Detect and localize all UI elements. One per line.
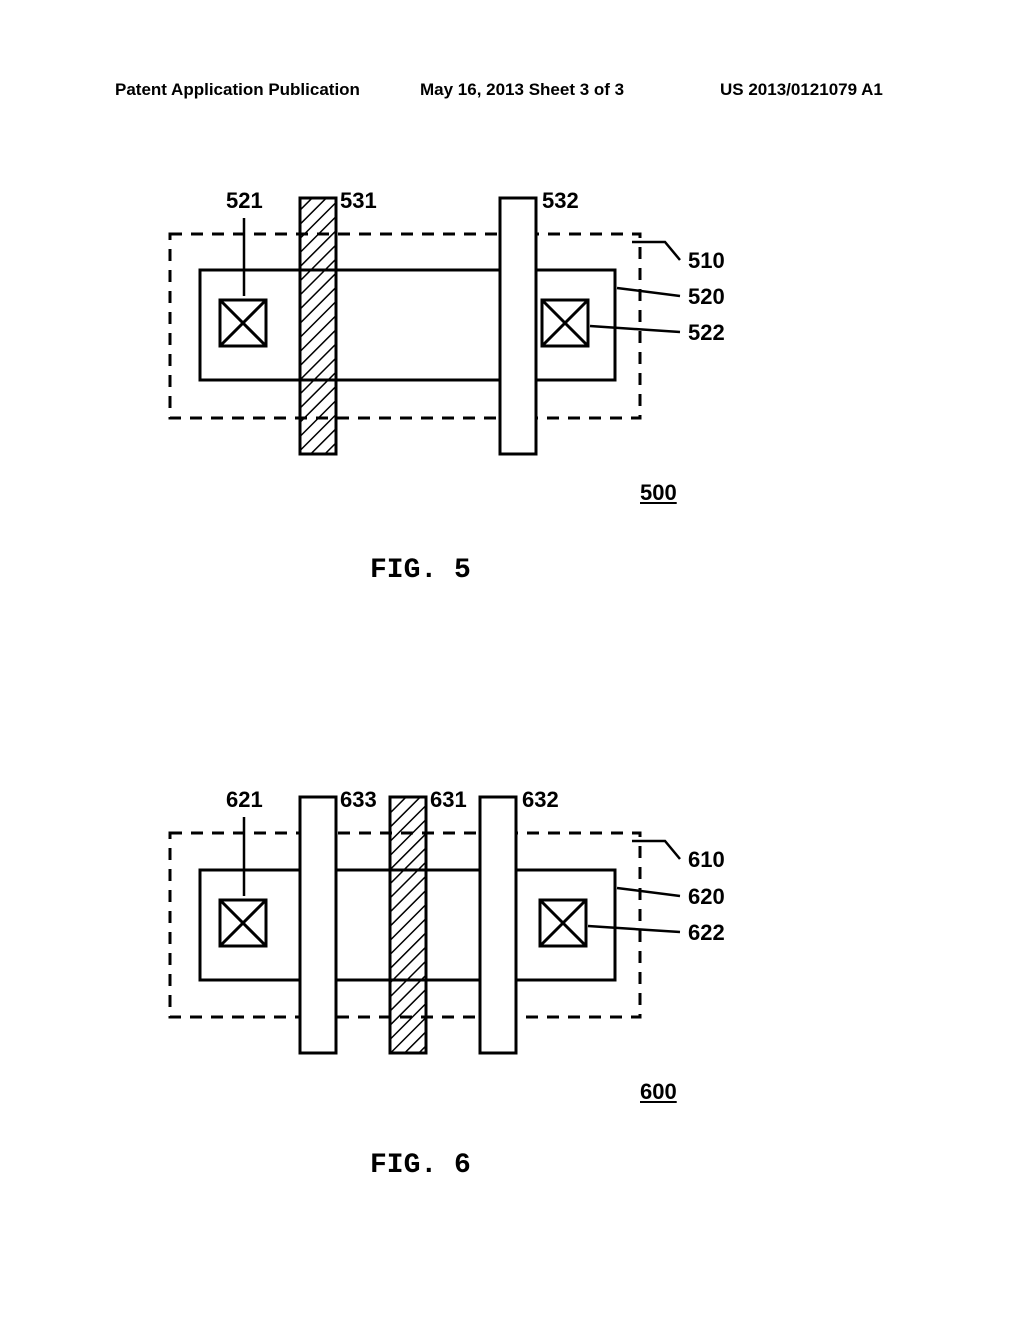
fig6-bar-632	[480, 797, 516, 1053]
fig6-contact-622	[540, 900, 586, 946]
leader-620	[617, 888, 680, 896]
label-631: 631	[430, 787, 467, 813]
fig6-contact-621	[220, 900, 266, 946]
label-632: 632	[522, 787, 559, 813]
label-621: 621	[226, 787, 263, 813]
label-622: 622	[688, 920, 725, 946]
fig6-caption: FIG. 6	[370, 1150, 471, 1181]
fig6-svg-main	[0, 0, 1024, 1320]
label-633: 633	[340, 787, 377, 813]
label-620: 620	[688, 884, 725, 910]
fig6-bar-633	[300, 797, 336, 1053]
fig6-bar-631	[390, 797, 426, 1053]
fig6-number: 600	[640, 1079, 677, 1105]
label-610: 610	[688, 847, 725, 873]
page: Patent Application Publication May 16, 2…	[0, 0, 1024, 1320]
